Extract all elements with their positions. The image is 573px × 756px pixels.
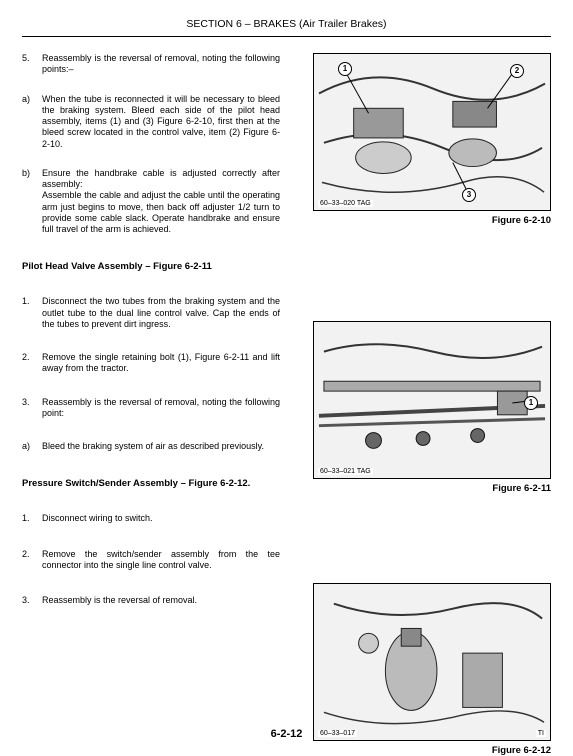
- list-number: a): [22, 94, 42, 150]
- list-number: 1.: [22, 296, 42, 330]
- list-text: Ensure the handbrake cable is adjusted c…: [42, 168, 280, 236]
- figure-caption: Figure 6-2-12: [313, 745, 551, 756]
- subheading-pressure-switch: Pressure Switch/Sender Assembly – Figure…: [22, 478, 280, 489]
- list-text: Reassembly is the reversal of removal, n…: [42, 53, 280, 76]
- list-item: b)Ensure the handbrake cable is adjusted…: [22, 168, 280, 236]
- list-number: 3.: [22, 595, 42, 606]
- figure-6-2-11: 60–33–021 TAG 1 Figure 6-2-11: [313, 321, 551, 494]
- list-text: When the tube is reconnected it will be …: [42, 94, 280, 150]
- list-number: 5.: [22, 53, 42, 76]
- page-number: 6-2-12: [0, 728, 573, 740]
- list-item: 3.Reassembly is the reversal of removal,…: [22, 397, 280, 420]
- list-item: a)Bleed the braking system of air as des…: [22, 441, 280, 452]
- callout-marker: 1: [524, 396, 538, 410]
- figure-tag: 60–33–021 TAG: [318, 468, 373, 475]
- figure-caption: Figure 6-2-10: [313, 215, 551, 226]
- page-content: 60–33–020 TAG 1 2 3 Figure 6-2-10 60–33–02…: [22, 53, 551, 606]
- list-item: a)When the tube is reconnected it will b…: [22, 94, 280, 150]
- figure-caption: Figure 6-2-11: [313, 483, 551, 494]
- list-item: 1.Disconnect the two tubes from the brak…: [22, 296, 280, 330]
- list-item: 1.Disconnect wiring to switch.: [22, 513, 280, 524]
- subheading-pilot-head: Pilot Head Valve Assembly – Figure 6-2-1…: [22, 261, 280, 272]
- figure-illustration: [314, 322, 550, 478]
- list-text: Reassembly is the reversal of removal.: [42, 595, 280, 606]
- figure-tag: 60–33–020 TAG: [318, 200, 373, 207]
- figure-illustration: [314, 584, 550, 740]
- list-number: 2.: [22, 352, 42, 375]
- list-text: Bleed the braking system of air as descr…: [42, 441, 280, 452]
- list-item: 2.Remove the single retaining bolt (1), …: [22, 352, 280, 375]
- figure-image: 60–33–021 TAG 1: [313, 321, 551, 479]
- list-text: Disconnect the two tubes from the brakin…: [42, 296, 280, 330]
- list-text: Reassembly is the reversal of removal, n…: [42, 397, 280, 420]
- list-text: Remove the switch/sender assembly from t…: [42, 549, 280, 572]
- text-block-1: 5.Reassembly is the reversal of removal,…: [22, 53, 280, 235]
- figure-image: 60–33–017 TI: [313, 583, 551, 741]
- callout-marker: 2: [510, 64, 524, 78]
- list-number: b): [22, 168, 42, 236]
- text-block-2: 1.Disconnect the two tubes from the brak…: [22, 296, 280, 452]
- header-rule: [22, 36, 551, 37]
- text-block-3: 1.Disconnect wiring to switch. 2.Remove t…: [22, 513, 280, 606]
- callout-marker: 1: [338, 62, 352, 76]
- list-text: Disconnect wiring to switch.: [42, 513, 280, 524]
- list-text: Remove the single retaining bolt (1), Fi…: [42, 352, 280, 375]
- list-number: a): [22, 441, 42, 452]
- text-column: 5.Reassembly is the reversal of removal,…: [22, 53, 280, 606]
- section-header: SECTION 6 – BRAKES (Air Trailer Brakes): [22, 18, 551, 30]
- list-item: 3.Reassembly is the reversal of removal.: [22, 595, 280, 606]
- list-number: 2.: [22, 549, 42, 572]
- list-number: 1.: [22, 513, 42, 524]
- list-item: 5.Reassembly is the reversal of removal,…: [22, 53, 280, 76]
- list-number: 3.: [22, 397, 42, 420]
- callout-marker: 3: [462, 188, 476, 202]
- list-item: 2.Remove the switch/sender assembly from…: [22, 549, 280, 572]
- figure-6-2-10: 60–33–020 TAG 1 2 3 Figure 6-2-10: [313, 53, 551, 226]
- figure-image: 60–33–020 TAG 1 2 3: [313, 53, 551, 211]
